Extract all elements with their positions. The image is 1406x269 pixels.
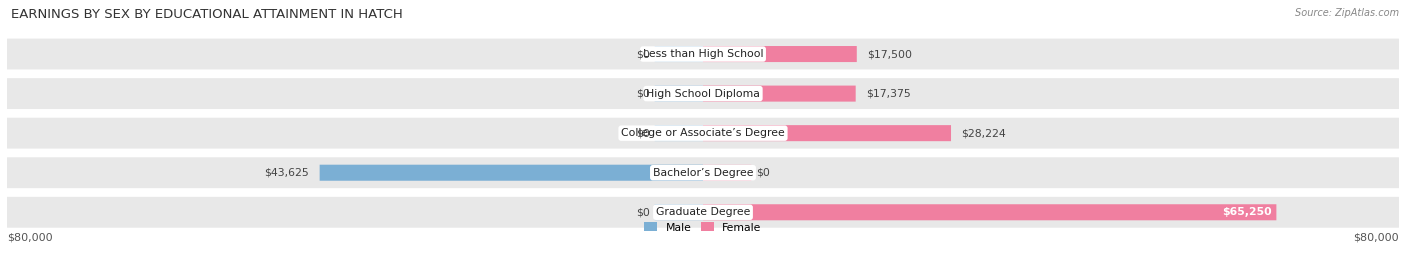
Text: $0: $0 <box>637 207 650 217</box>
FancyBboxPatch shape <box>703 204 1277 220</box>
FancyBboxPatch shape <box>7 197 1399 228</box>
Text: $28,224: $28,224 <box>962 128 1007 138</box>
Text: $0: $0 <box>637 49 650 59</box>
Text: Less than High School: Less than High School <box>643 49 763 59</box>
Text: Source: ZipAtlas.com: Source: ZipAtlas.com <box>1295 8 1399 18</box>
FancyBboxPatch shape <box>703 165 751 181</box>
FancyBboxPatch shape <box>319 165 703 181</box>
Text: $0: $0 <box>637 128 650 138</box>
Text: Bachelor’s Degree: Bachelor’s Degree <box>652 168 754 178</box>
Text: $0: $0 <box>756 168 769 178</box>
FancyBboxPatch shape <box>655 204 703 220</box>
FancyBboxPatch shape <box>703 86 856 102</box>
FancyBboxPatch shape <box>703 125 950 141</box>
Text: $65,250: $65,250 <box>1222 207 1272 217</box>
Text: $17,375: $17,375 <box>866 89 911 99</box>
FancyBboxPatch shape <box>7 157 1399 188</box>
Text: EARNINGS BY SEX BY EDUCATIONAL ATTAINMENT IN HATCH: EARNINGS BY SEX BY EDUCATIONAL ATTAINMEN… <box>11 8 404 21</box>
Text: $80,000: $80,000 <box>7 233 52 243</box>
Text: High School Diploma: High School Diploma <box>647 89 759 99</box>
FancyBboxPatch shape <box>7 78 1399 109</box>
FancyBboxPatch shape <box>7 118 1399 148</box>
Text: $80,000: $80,000 <box>1354 233 1399 243</box>
Text: $0: $0 <box>637 89 650 99</box>
FancyBboxPatch shape <box>703 46 856 62</box>
Text: $17,500: $17,500 <box>868 49 912 59</box>
FancyBboxPatch shape <box>655 125 703 141</box>
Legend: Male, Female: Male, Female <box>644 222 762 233</box>
FancyBboxPatch shape <box>655 46 703 62</box>
Text: $43,625: $43,625 <box>264 168 309 178</box>
FancyBboxPatch shape <box>655 86 703 102</box>
FancyBboxPatch shape <box>7 39 1399 69</box>
Text: Graduate Degree: Graduate Degree <box>655 207 751 217</box>
Text: College or Associate’s Degree: College or Associate’s Degree <box>621 128 785 138</box>
